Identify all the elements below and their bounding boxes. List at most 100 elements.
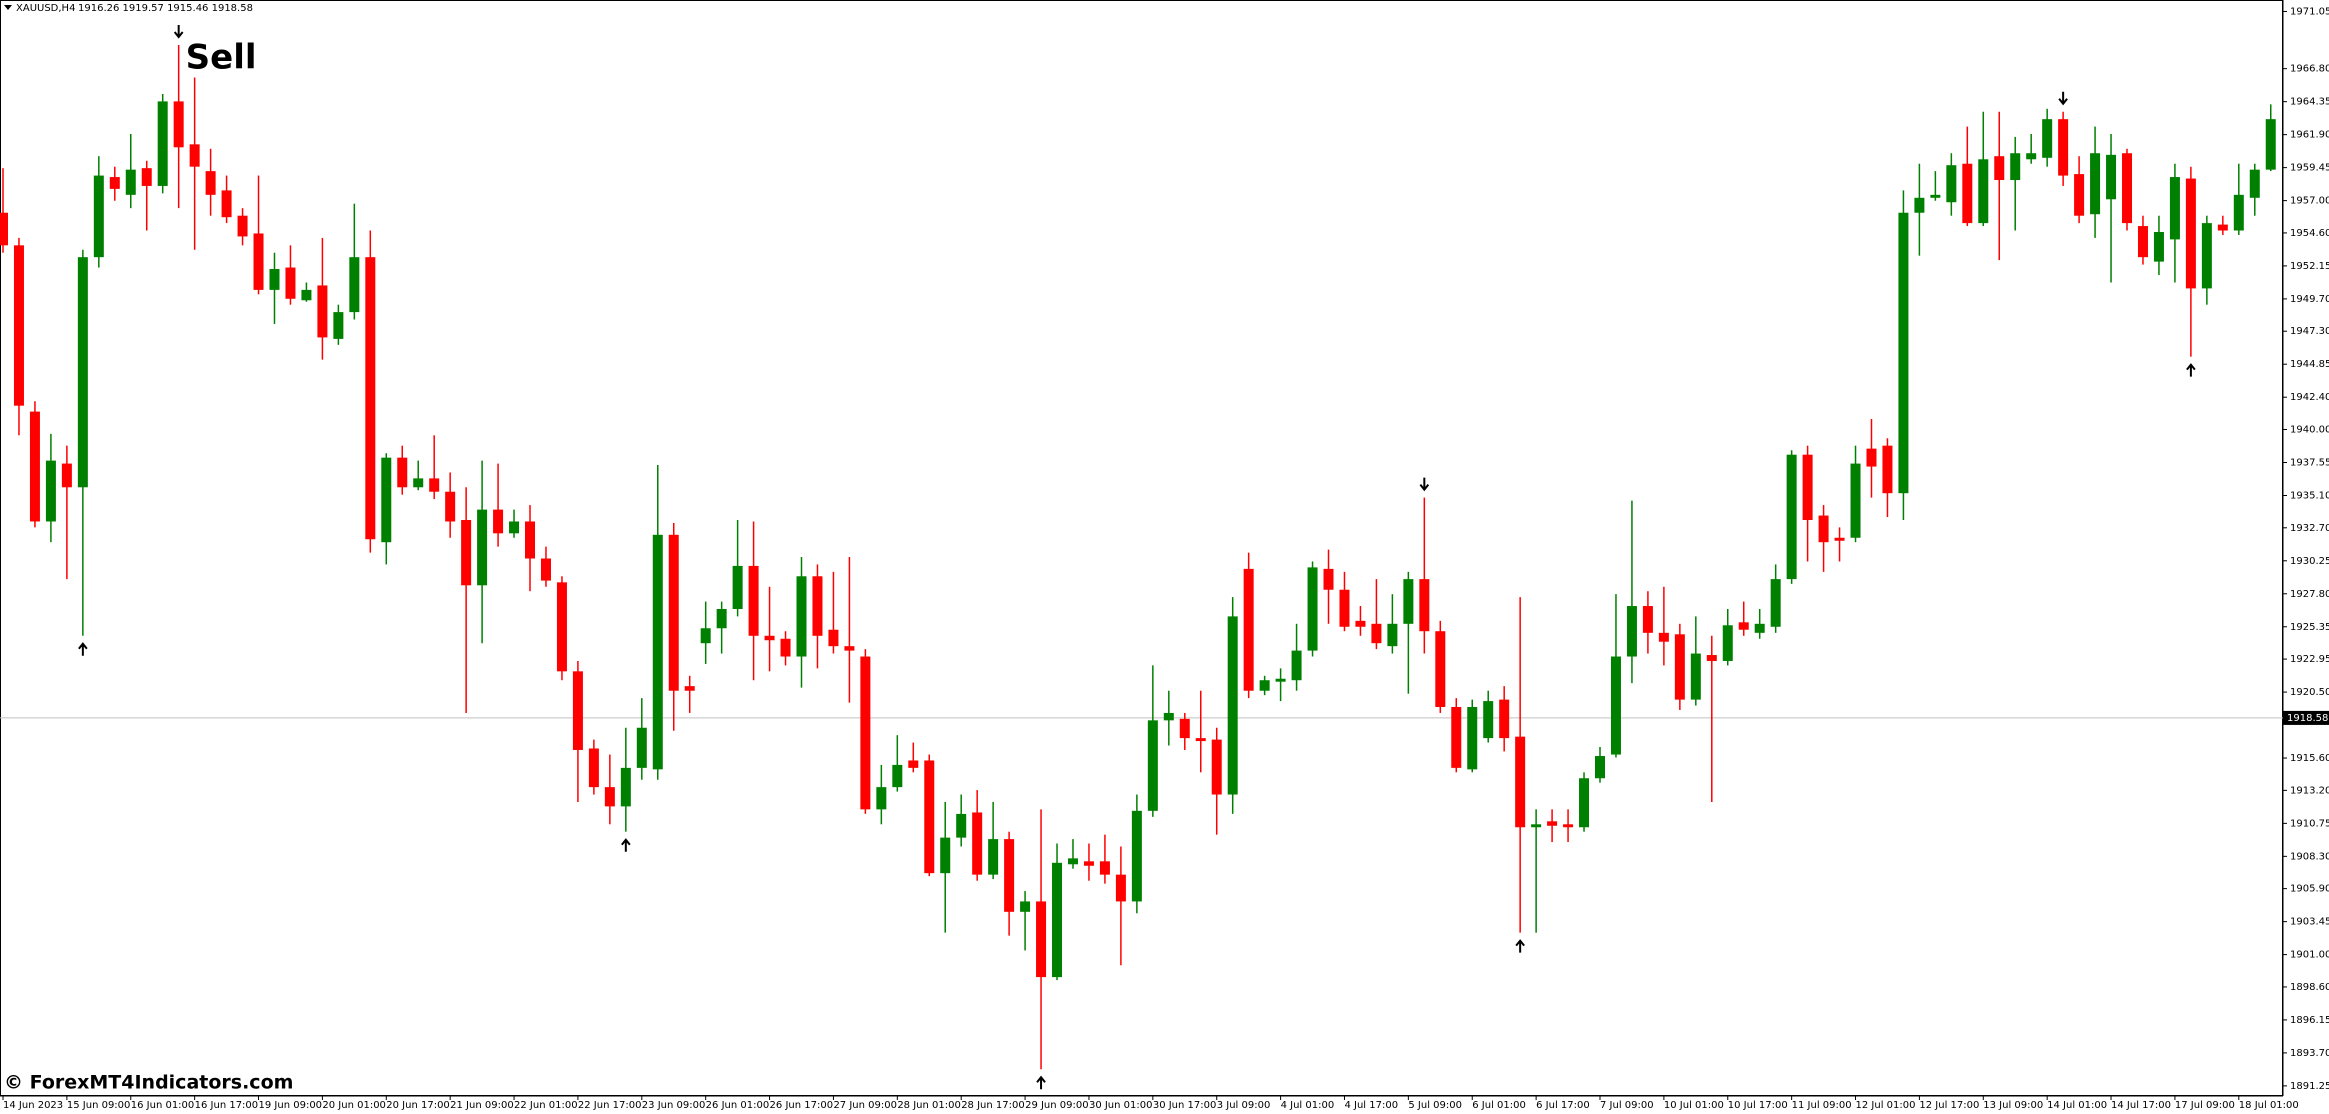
signal-arrow [1036, 1075, 1046, 1090]
candle-body [540, 558, 551, 581]
candle-body [1004, 839, 1015, 912]
x-tick-label: 6 Jul 01:00 [1472, 1100, 1526, 1111]
x-tick-label: 16 Jun 01:00 [131, 1100, 195, 1111]
x-tick-label: 10 Jul 01:00 [1664, 1100, 1724, 1111]
x-tick-label: 7 Jul 09:00 [1600, 1100, 1654, 1111]
arrow-up [1036, 1075, 1046, 1090]
arrow-down [2058, 91, 2068, 106]
candle-body [1339, 589, 1350, 627]
candle-body [1595, 756, 1605, 779]
candle-body [812, 576, 823, 636]
candle-body [940, 837, 951, 874]
x-tick-label: 20 Jun 01:00 [322, 1100, 386, 1111]
candle-body [668, 534, 679, 691]
y-tick-label: 1930.25 [2290, 556, 2329, 567]
candle-body [1978, 159, 1989, 224]
signal-arrow [173, 24, 184, 39]
candle-body [1179, 718, 1190, 739]
candle-body [93, 175, 104, 258]
candle-body [1818, 515, 1829, 543]
candle-body [2058, 119, 2069, 176]
signal-arrow [1515, 939, 1525, 953]
arrow-up [2186, 363, 2196, 377]
candle-body [1275, 678, 1286, 682]
y-tick-label: 1949.70 [2290, 294, 2329, 305]
candle-body [333, 312, 344, 339]
candle-body [1083, 861, 1094, 866]
y-tick-label: 1903.45 [2290, 917, 2329, 928]
candle-body [1355, 620, 1366, 627]
candle-body [2249, 169, 2260, 198]
candle-body [1131, 810, 1142, 902]
candle-body [477, 509, 488, 586]
candle-body [1722, 625, 1733, 661]
candle-body [29, 411, 40, 522]
x-tick-label: 27 Jun 09:00 [833, 1100, 897, 1111]
candle-body [1211, 739, 1222, 795]
y-tick-label: 1915.60 [2290, 753, 2329, 764]
y-tick-label: 1920.50 [2290, 687, 2329, 698]
candle-body [876, 787, 887, 810]
signal-arrow [2186, 363, 2196, 377]
arrow-up [1515, 939, 1525, 953]
y-tick-label: 1937.55 [2290, 458, 2329, 469]
candle-body [1052, 862, 1063, 978]
candle-body [1371, 623, 1382, 644]
candle-body [301, 289, 312, 301]
candle-body [620, 767, 631, 807]
y-tick-label: 1947.30 [2290, 326, 2329, 337]
candle-body [1946, 165, 1957, 203]
candle-body [1435, 631, 1446, 708]
candle-body [1658, 632, 1669, 642]
y-tick-label: 1905.90 [2290, 884, 2329, 895]
candle-body [157, 101, 168, 186]
x-tick-label: 17 Jul 09:00 [2175, 1100, 2235, 1111]
candle-body [205, 171, 216, 195]
candle-body [1036, 901, 1047, 978]
menu-triangle [4, 5, 12, 10]
candle-body [2233, 194, 2244, 231]
y-tick-label: 1927.80 [2290, 589, 2329, 600]
x-tick-label: 22 Jun 01:00 [514, 1100, 578, 1111]
x-tick-label: 4 Jul 01:00 [1281, 1100, 1335, 1111]
signal-arrow [2058, 91, 2068, 106]
candle-body [269, 269, 280, 290]
y-tick-label: 1964.35 [2290, 97, 2329, 108]
arrow-up [621, 838, 631, 852]
signal-arrow [621, 838, 631, 852]
x-tick-label: 5 Jul 09:00 [1408, 1100, 1462, 1111]
candle-body [109, 177, 120, 189]
x-tick-label: 20 Jun 17:00 [386, 1100, 450, 1111]
candle-body [2185, 178, 2196, 289]
candle-body [253, 233, 264, 290]
annotation: Sell [186, 37, 257, 77]
candle-body [2122, 153, 2133, 224]
candle-body [1563, 824, 1574, 828]
candle-body [2074, 174, 2085, 216]
candle-body [1531, 824, 1542, 828]
y-tick-label: 1961.90 [2290, 130, 2329, 141]
candle-body [860, 656, 871, 810]
candle-body [173, 101, 184, 148]
arrow-up [78, 642, 88, 656]
candle-body [556, 582, 567, 672]
x-tick-label: 10 Jul 17:00 [1728, 1100, 1788, 1111]
candle-body [2090, 153, 2101, 215]
candle-body [572, 671, 583, 750]
candle-body [1483, 701, 1494, 739]
candle-body [13, 245, 24, 406]
signal-arrow [78, 642, 88, 656]
candle-body [77, 257, 88, 488]
candle-body [1610, 656, 1621, 755]
candle-body [45, 460, 56, 522]
candle-body [413, 478, 424, 488]
candle-body [604, 787, 615, 807]
x-tick-label: 28 Jun 01:00 [897, 1100, 961, 1111]
x-tick-label: 23 Jun 09:00 [642, 1100, 706, 1111]
candle-body [1259, 680, 1270, 691]
symbol: XAUUSD,H4 [16, 3, 75, 14]
x-tick-label: 26 Jun 01:00 [706, 1100, 770, 1111]
y-tick-label: 1925.35 [2290, 622, 2329, 633]
candle-body [1099, 861, 1110, 875]
candle-body [780, 638, 791, 657]
